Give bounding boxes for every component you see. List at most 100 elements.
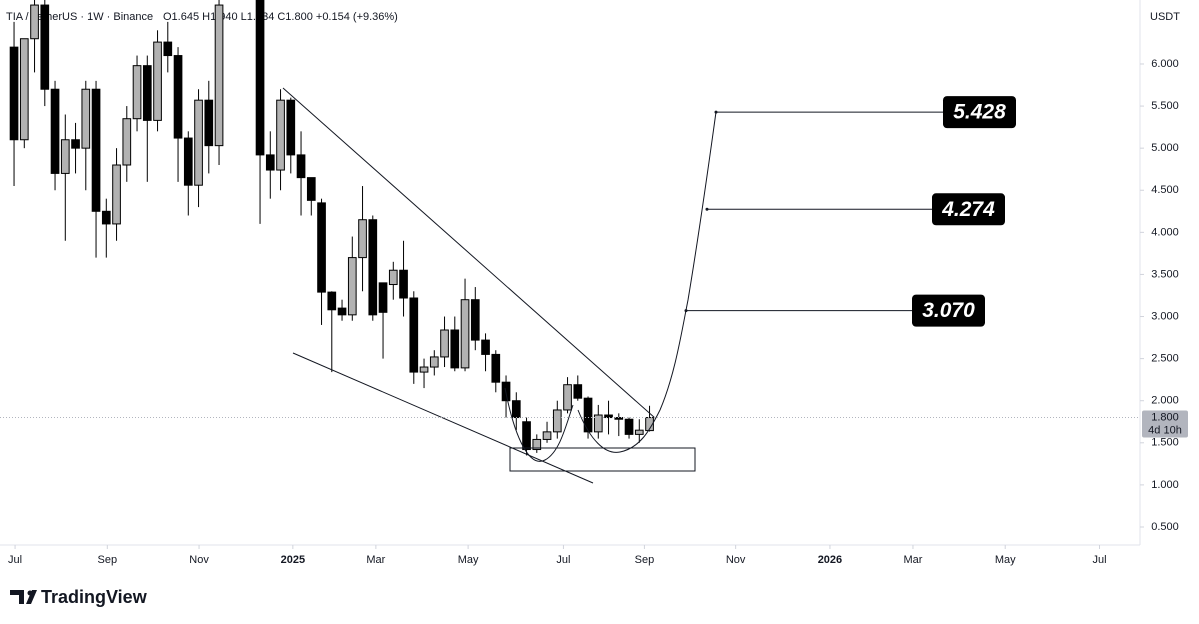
- candle-body-up: [440, 329, 449, 358]
- x-tick-label: Mar: [903, 554, 922, 566]
- candle-body-down: [604, 414, 613, 419]
- candle-body-up: [634, 429, 644, 435]
- y-tick-label: 3.000: [1151, 310, 1179, 322]
- candle-body-down: [399, 269, 408, 299]
- ohlc-info: O1.645 H1.940 L1.634 C1.800 +0.154 (+9.3…: [163, 11, 398, 23]
- candle-body-down: [583, 397, 593, 433]
- symbol-info: TIA / TetherUS · 1W · Binance: [6, 11, 153, 23]
- candle-body-down: [522, 421, 531, 451]
- candle-body-up: [153, 41, 162, 121]
- candle-body-down: [173, 55, 183, 139]
- candle-body-down: [286, 99, 296, 156]
- x-tick-label: 2026: [818, 554, 842, 566]
- x-tick-label: Sep: [98, 554, 118, 566]
- candle-body-up: [419, 366, 429, 373]
- brand-name: TradingView: [41, 587, 148, 607]
- x-tick-label: Jul: [8, 554, 22, 566]
- projection-curve: [504, 111, 717, 462]
- y-tick-label: 3.500: [1151, 268, 1179, 280]
- candle-body-down: [409, 297, 419, 373]
- y-tick-label: 4.500: [1151, 184, 1179, 196]
- target-box: [932, 193, 1005, 226]
- candle-body-up: [276, 99, 285, 171]
- x-tick-label: Nov: [726, 554, 746, 566]
- candle-body-up: [347, 257, 357, 316]
- candle-body-up: [132, 65, 142, 120]
- candle-body-down: [317, 202, 326, 293]
- candle-body-down: [327, 291, 337, 311]
- candle-body-down: [204, 99, 214, 147]
- candle-body-up: [460, 299, 470, 369]
- currency-label: USDT: [1150, 11, 1180, 23]
- candle-body-down: [163, 41, 173, 57]
- candle-body-down: [368, 219, 378, 316]
- candle-body-down: [183, 137, 193, 186]
- y-tick-label: 2.000: [1151, 395, 1179, 407]
- x-tick-label: 2025: [281, 554, 305, 566]
- x-tick-label: Jul: [1092, 554, 1106, 566]
- candle-body-down: [101, 210, 111, 225]
- y-tick-label: 5.500: [1151, 100, 1179, 112]
- candles: [9, 0, 654, 456]
- candle-body-down: [491, 353, 501, 383]
- last-price-label: 1.800: [1151, 411, 1179, 423]
- candle-body-down: [511, 400, 521, 419]
- logo-icon: [10, 590, 37, 604]
- y-tick-label: 1.000: [1151, 479, 1179, 491]
- candle-body-down: [450, 329, 460, 369]
- candle-body-down: [40, 4, 50, 90]
- target-point: [684, 309, 688, 313]
- candle-body-up: [81, 88, 91, 149]
- last-price-box: [1142, 410, 1188, 438]
- target-label: 5.428: [953, 101, 1006, 124]
- candle-body-down: [573, 384, 583, 399]
- candle-body-down: [470, 299, 480, 341]
- target-point: [714, 110, 718, 114]
- candle-body-down: [265, 154, 275, 171]
- candle-body-down: [255, 0, 265, 156]
- y-tick-label: 4.000: [1151, 226, 1179, 238]
- logo-dot: [27, 590, 33, 596]
- candle-body-down: [50, 88, 60, 174]
- candle-body-up: [358, 219, 367, 259]
- target-box: [912, 294, 985, 327]
- candle-body-up: [388, 269, 398, 286]
- candle-body-up: [552, 409, 562, 433]
- candle-body-up: [593, 414, 603, 433]
- target-label: 4.274: [941, 198, 995, 221]
- x-tick-label: Nov: [189, 554, 209, 566]
- y-tick-label: 1.500: [1151, 437, 1179, 449]
- candle-body-up: [30, 4, 39, 40]
- countdown-label: 4d 10h: [1148, 424, 1182, 436]
- candle-body-down: [306, 177, 316, 201]
- candle-body-up: [19, 38, 29, 141]
- candle-body-down: [71, 139, 80, 149]
- y-tick-label: 0.500: [1151, 521, 1179, 533]
- candle-body-down: [9, 46, 19, 141]
- candle-body-up: [645, 417, 654, 432]
- x-tick-label: Mar: [366, 554, 385, 566]
- candle-body-up: [429, 356, 439, 368]
- candle-body-down: [337, 307, 347, 316]
- x-tick-label: May: [995, 554, 1016, 566]
- drawings: [282, 87, 717, 484]
- candle-body-up: [122, 118, 132, 166]
- target-box: [943, 96, 1016, 129]
- y-tick-label: 2.500: [1151, 353, 1179, 365]
- candle-body-down: [481, 339, 490, 355]
- target-point: [705, 207, 709, 211]
- candle-body-up: [532, 438, 542, 451]
- candle-body-down: [624, 418, 634, 435]
- candle-body-down: [378, 282, 388, 313]
- candle-body-up: [563, 384, 572, 411]
- x-tick-label: Sep: [635, 554, 655, 566]
- x-tick-label: May: [458, 554, 479, 566]
- y-tick-label: 5.000: [1151, 142, 1179, 154]
- candle-body-up: [194, 99, 203, 186]
- candle-body-down: [91, 88, 101, 212]
- candle-body-up: [214, 4, 224, 147]
- candle-body-up: [60, 139, 70, 174]
- wedge-upper-line: [282, 87, 656, 419]
- candle-body-up: [112, 164, 121, 225]
